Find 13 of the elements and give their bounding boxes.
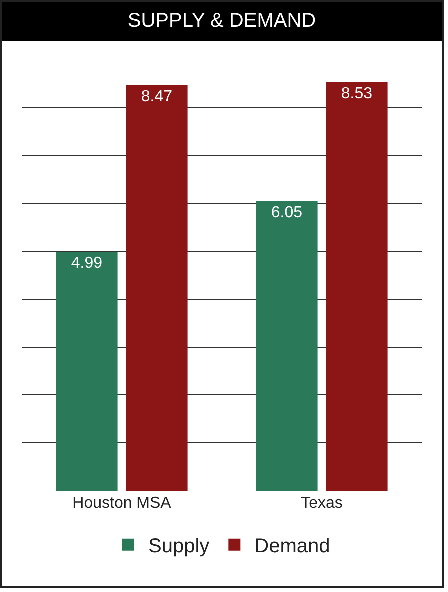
data-label: 4.99 (71, 255, 103, 272)
bar (326, 82, 388, 491)
bar (256, 201, 318, 491)
bar (56, 252, 118, 491)
bar (126, 85, 188, 491)
x-tick-label: Houston MSA (72, 495, 172, 512)
chart-title: SUPPLY & DEMAND (2, 2, 442, 41)
data-label: 8.47 (141, 88, 173, 106)
data-label: 8.53 (341, 86, 373, 102)
data-label: 6.05 (271, 204, 303, 222)
x-tick-label: Texas (301, 495, 343, 512)
legend-label: Demand (254, 536, 330, 558)
legend-label: Supply (148, 536, 210, 558)
